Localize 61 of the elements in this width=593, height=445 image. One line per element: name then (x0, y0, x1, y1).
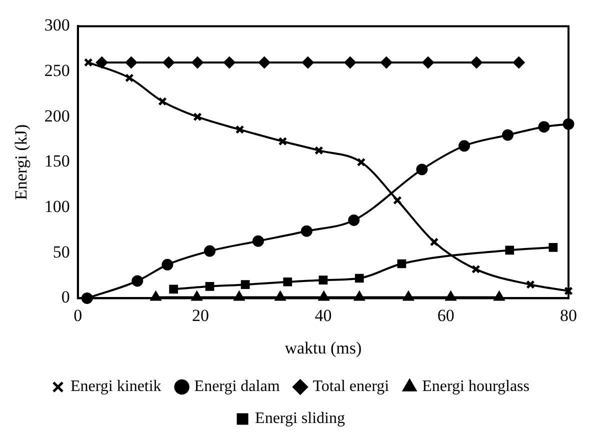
point (124, 73, 134, 82)
point (205, 282, 214, 291)
point (548, 242, 558, 252)
point (513, 56, 525, 68)
x-tick-label: 0 (74, 306, 82, 325)
point (505, 246, 514, 255)
x-tick-label: 20 (192, 306, 210, 325)
point (252, 235, 264, 247)
point (430, 238, 439, 246)
point (193, 112, 202, 122)
point (126, 56, 138, 68)
point (192, 56, 204, 68)
legend-label: Energi sliding (255, 410, 345, 428)
point (158, 97, 167, 106)
legend-label: Energi dalam (194, 378, 280, 396)
legend-label: Energi kinetik (70, 378, 162, 396)
point (502, 129, 514, 141)
point (302, 56, 314, 68)
point (132, 275, 144, 287)
y-tick-label: 0 (61, 288, 70, 307)
point (204, 245, 216, 257)
x-tick-label: 80 (560, 306, 577, 325)
point (278, 136, 288, 146)
point (300, 225, 312, 237)
point (356, 158, 366, 167)
point (344, 56, 356, 68)
y-tick-label: 100 (44, 197, 70, 216)
point (96, 56, 108, 68)
point (392, 196, 402, 205)
point (258, 56, 270, 68)
point (397, 259, 406, 268)
y-tick-label: 150 (44, 152, 70, 171)
x-axis-title: waktu (ms) (284, 338, 362, 358)
point (471, 264, 480, 274)
x-tick-label: 40 (314, 306, 332, 325)
y-tick-label: 200 (44, 106, 70, 126)
x-tick-label: 60 (437, 306, 454, 325)
point (422, 56, 434, 68)
point (314, 146, 324, 155)
y-tick-label: 250 (44, 61, 70, 80)
point (348, 214, 360, 226)
point (354, 274, 364, 283)
point (318, 276, 328, 284)
point (162, 258, 174, 270)
point (240, 280, 250, 290)
y-axis-title: Energi (kJ) (12, 124, 31, 200)
point (416, 164, 428, 176)
legend-label: Total energi (312, 378, 390, 396)
point (470, 56, 482, 68)
point (169, 284, 178, 294)
point (162, 56, 174, 68)
legend-label: Energi hourglass (422, 378, 530, 396)
point (538, 121, 550, 133)
point (224, 56, 236, 68)
point (283, 277, 292, 286)
y-tick-label: 50 (52, 242, 70, 262)
point (380, 56, 392, 68)
point (458, 140, 470, 152)
y-tick-label: 300 (44, 16, 70, 35)
point (526, 280, 535, 290)
point (235, 125, 244, 134)
